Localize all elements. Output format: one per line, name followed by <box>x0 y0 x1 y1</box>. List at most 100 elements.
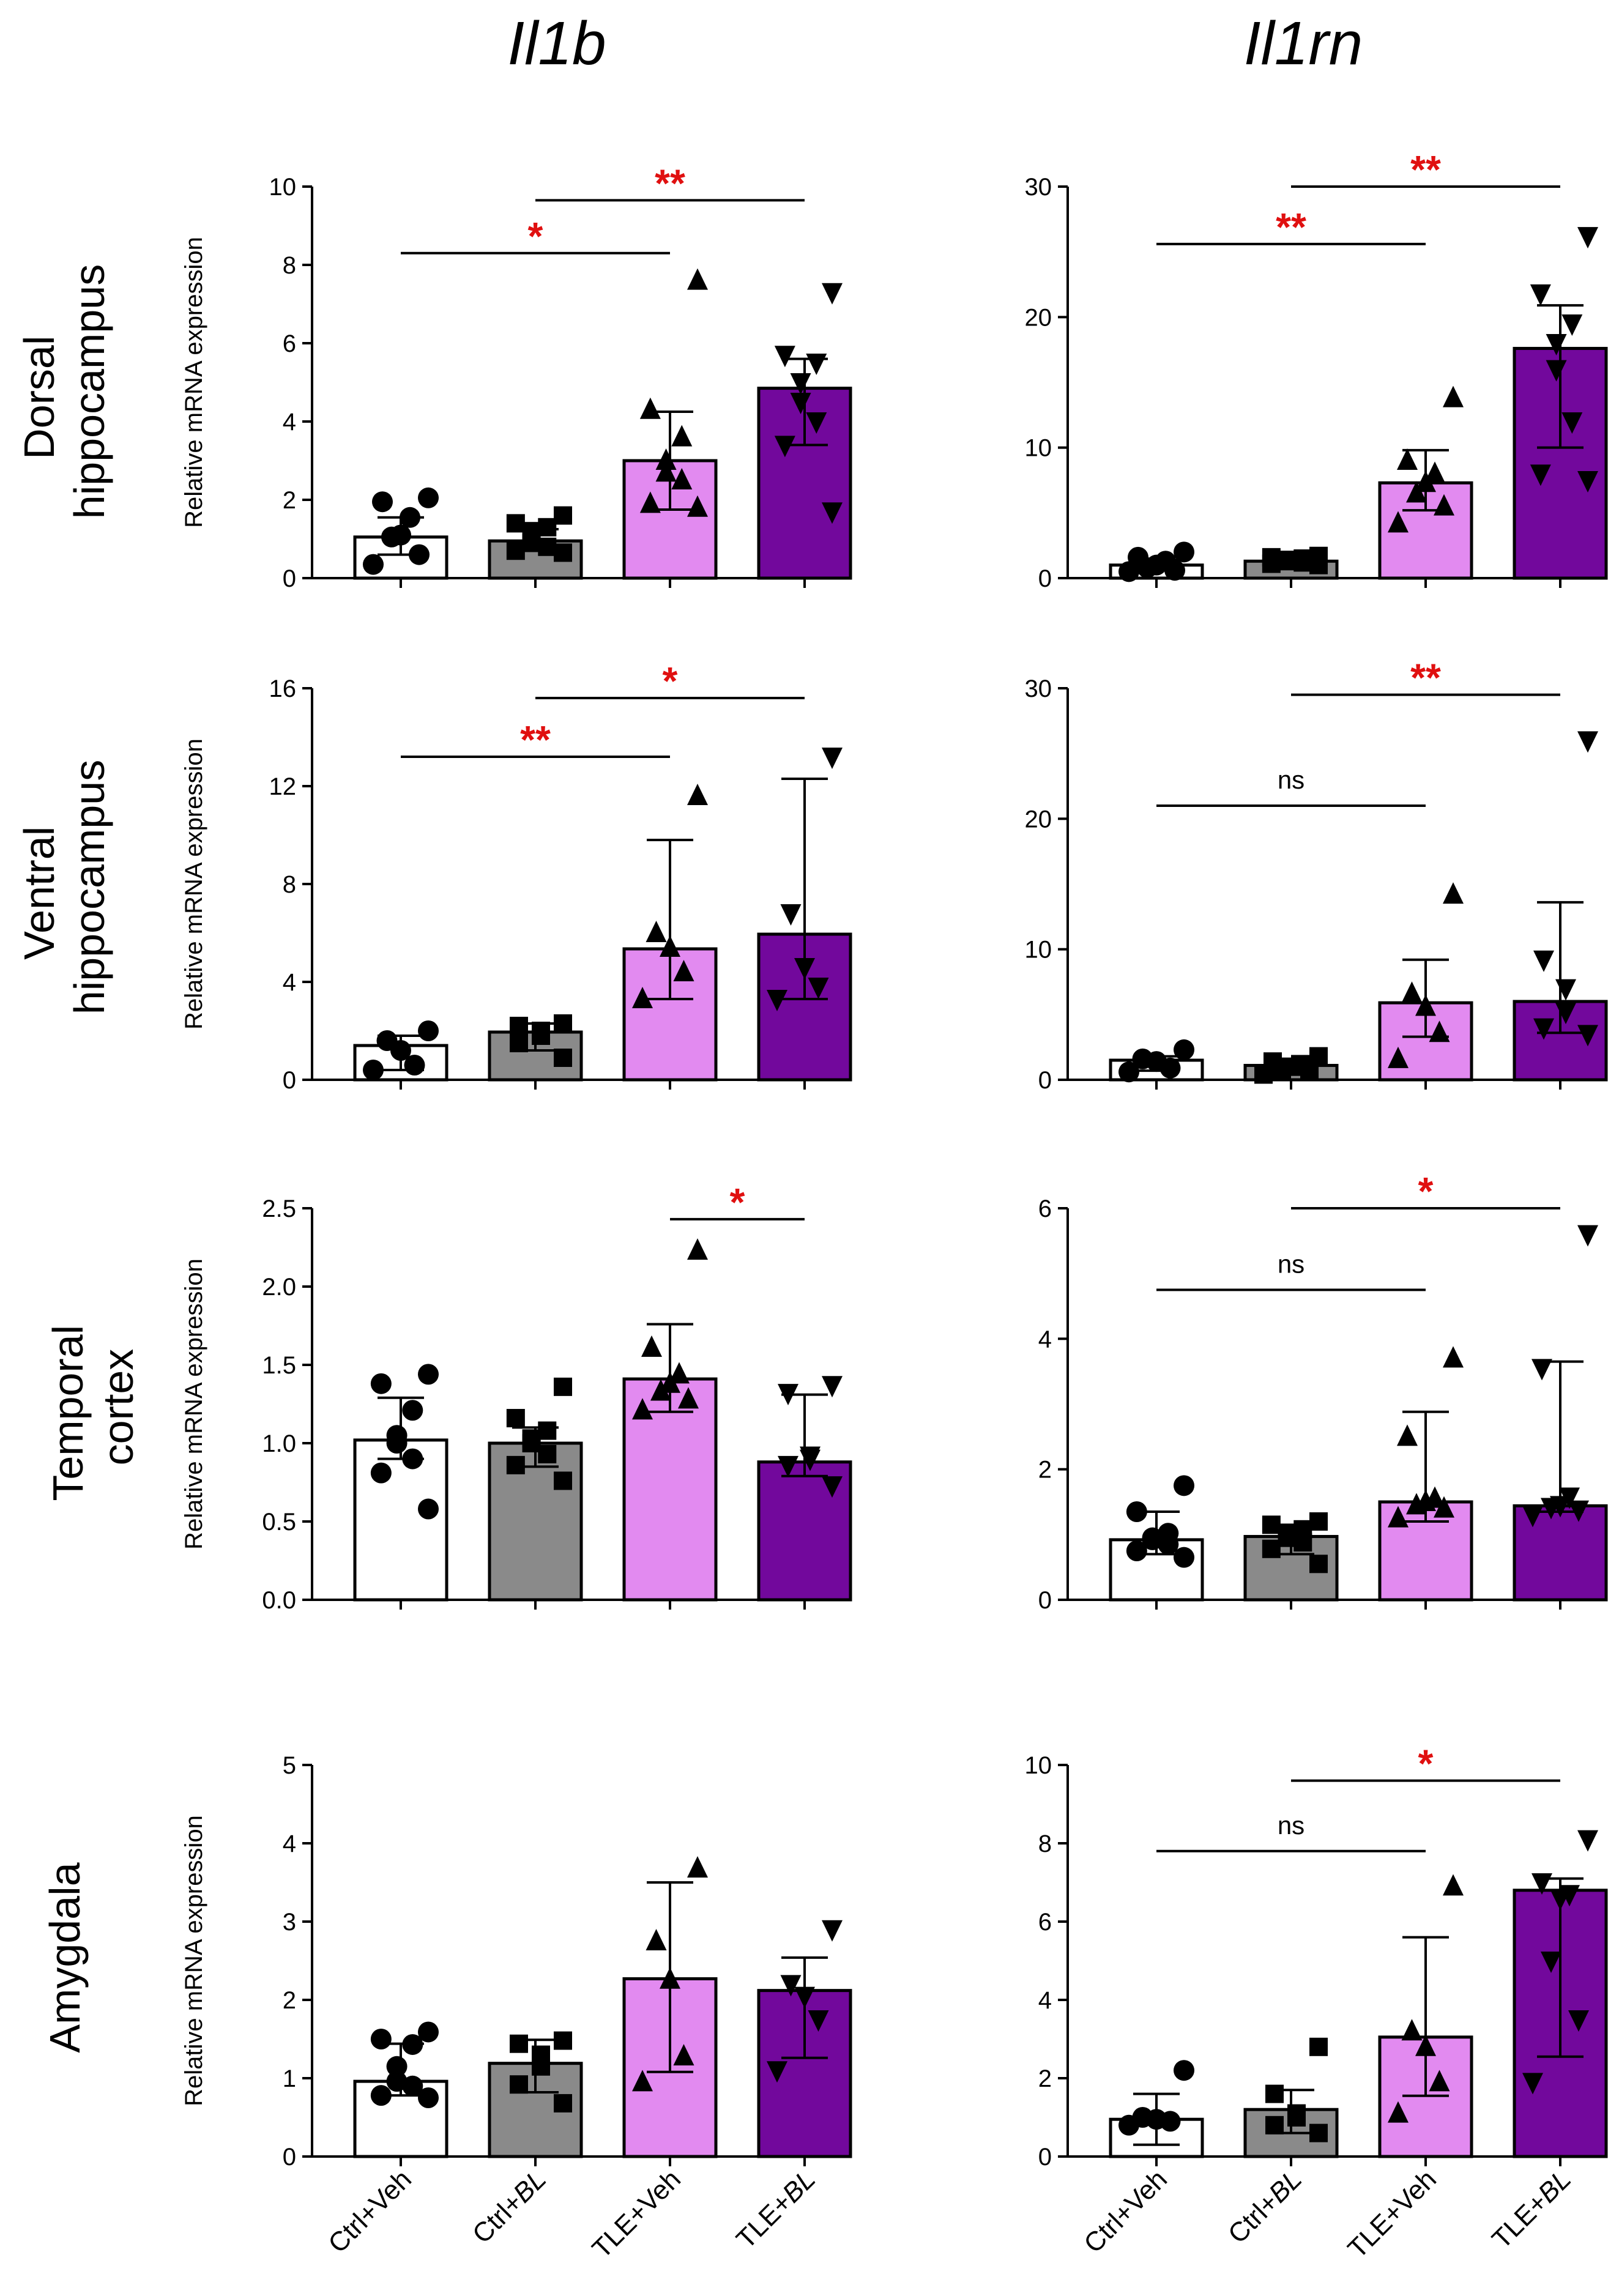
data-point <box>774 346 795 368</box>
x-category-label-1-3: TLE+BL <box>1486 2164 1577 2254</box>
data-point <box>1577 1225 1598 1247</box>
panel-il1rn-temporal-cortex: 0 2 4 6 ns * <box>1038 1169 1608 1614</box>
data-point <box>538 537 557 556</box>
data-point <box>822 1920 843 1942</box>
y-axis-label: Relative mRNA expression <box>181 1258 207 1550</box>
data-point <box>381 526 402 548</box>
data-point <box>1541 1952 1561 1973</box>
data-point <box>660 935 680 957</box>
data-point <box>1406 481 1427 503</box>
data-point <box>794 958 815 979</box>
data-point <box>404 1055 425 1076</box>
data-point <box>800 1449 821 1471</box>
data-point <box>522 1434 541 1452</box>
data-point <box>402 1448 423 1469</box>
data-point <box>641 1335 662 1357</box>
data-point <box>1158 1534 1179 1555</box>
data-point <box>678 1387 699 1409</box>
data-point <box>1118 1061 1139 1083</box>
data-point <box>1262 1515 1281 1534</box>
data-point <box>806 354 827 375</box>
panel-il1rn-dorsal-hippocampus: 0 10 20 30 ** ** <box>1025 147 1608 592</box>
data-point <box>506 1409 525 1428</box>
bar-ctrl-veh <box>353 1438 448 1602</box>
data-point <box>1174 1039 1194 1060</box>
data-point <box>1397 1424 1418 1446</box>
y-tick-label: 0 <box>283 565 296 592</box>
y-tick-label: 0 <box>283 1067 296 1094</box>
data-point <box>1309 1555 1328 1573</box>
data-point <box>538 1421 557 1440</box>
y-tick-label: 2.5 <box>262 1195 296 1222</box>
data-point <box>687 1238 708 1260</box>
chart-panels: Relative mRNA expression0246810***010203… <box>181 147 1608 2171</box>
data-point <box>1424 461 1445 483</box>
significance-label-star: ** <box>520 718 551 762</box>
data-point <box>632 2070 653 2092</box>
data-point <box>1561 314 1583 336</box>
y-tick-label: 6 <box>1038 1195 1052 1222</box>
data-point <box>1568 1500 1589 1522</box>
y-tick-label: 1.5 <box>262 1352 296 1379</box>
data-point <box>822 748 843 769</box>
data-point <box>774 436 795 458</box>
panel-il1b-amygdala: Relative mRNA expression 0 1 2 3 4 5 <box>181 1752 852 2171</box>
data-point <box>510 1034 528 1052</box>
y-tick-label: 2 <box>283 1987 296 2014</box>
data-point <box>510 1017 528 1035</box>
data-point <box>554 1377 572 1396</box>
data-point <box>1309 2123 1328 2142</box>
y-tick-label: 2.0 <box>262 1274 296 1301</box>
significance-label-ns: ns <box>1278 1811 1305 1840</box>
data-point <box>370 2029 392 2049</box>
data-point <box>1406 1493 1427 1515</box>
significance-label-star: * <box>663 659 678 703</box>
data-point <box>1522 1506 1543 1528</box>
data-point <box>671 468 693 489</box>
data-point <box>370 1462 392 1484</box>
y-tick-label: 1.0 <box>262 1430 296 1457</box>
data-point <box>1434 1496 1454 1518</box>
data-point <box>794 1986 815 2008</box>
data-point <box>780 1975 802 1997</box>
data-point <box>418 1498 439 1520</box>
data-point <box>1429 2070 1450 2092</box>
y-tick-label: 20 <box>1025 304 1052 331</box>
data-point <box>554 506 572 525</box>
data-point <box>506 541 525 560</box>
data-point <box>1293 1533 1312 1552</box>
row-label-amygdala-line1: Amygdala <box>41 1862 89 2053</box>
row-label-temporal-line2: cortex <box>94 1349 142 1466</box>
data-point <box>510 2075 528 2094</box>
data-point <box>778 1455 798 1477</box>
y-axis-label: Relative mRNA expression <box>181 738 207 1030</box>
data-point <box>1262 1539 1281 1558</box>
row-label-ventral-line2: hippocampus <box>65 760 113 1014</box>
data-point <box>650 1379 671 1401</box>
data-point <box>822 283 843 305</box>
data-point <box>1434 494 1454 516</box>
y-tick-label: 4 <box>283 409 296 436</box>
data-point <box>1397 448 1418 470</box>
data-point <box>1568 2010 1589 2032</box>
significance-label-star: * <box>528 214 543 258</box>
data-point <box>510 2034 528 2053</box>
data-point <box>554 1049 572 1067</box>
y-tick-label: 10 <box>1025 937 1052 964</box>
data-point <box>1533 1018 1554 1040</box>
row-label-ventral-line1: Ventral <box>15 827 63 960</box>
row-label-dorsal-line1: Dorsal <box>15 336 63 459</box>
column-title-il1b: Il1b <box>507 9 606 78</box>
data-point <box>822 1476 843 1498</box>
data-point <box>400 507 420 528</box>
data-point <box>639 491 661 513</box>
data-point <box>418 1364 439 1385</box>
data-point <box>673 960 694 981</box>
y-tick-label: 10 <box>1025 435 1052 462</box>
data-point <box>1561 412 1583 434</box>
data-point <box>1401 981 1423 1003</box>
data-point <box>646 921 667 942</box>
data-point <box>1546 360 1567 382</box>
